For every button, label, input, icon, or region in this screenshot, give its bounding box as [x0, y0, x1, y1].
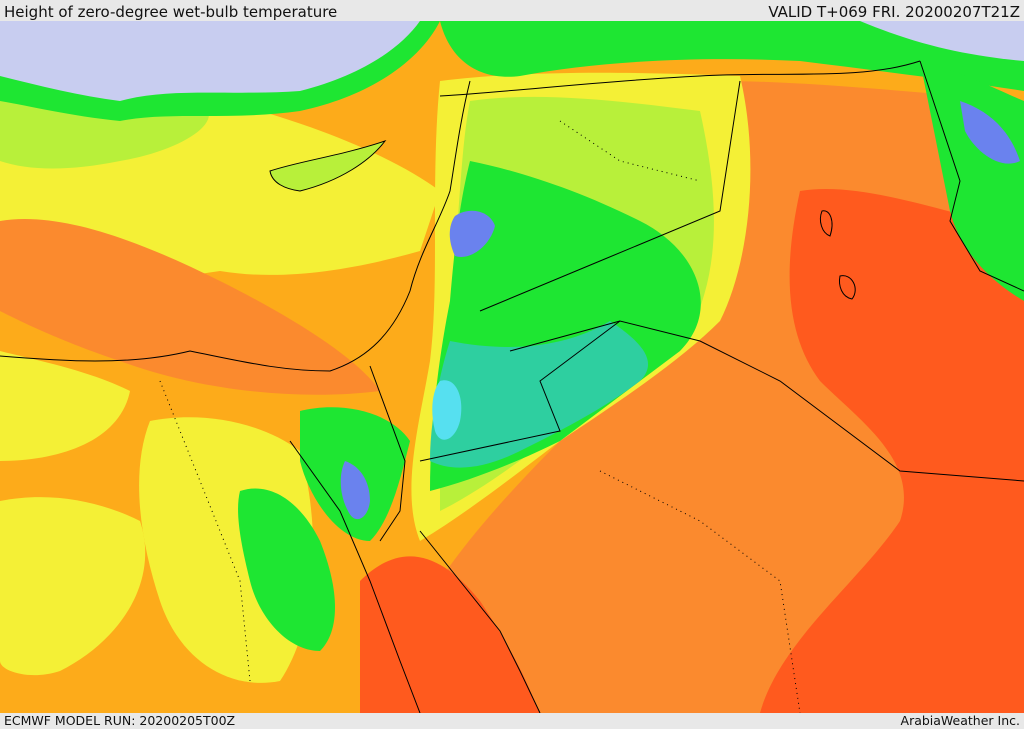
gulf-island-2 — [839, 275, 856, 300]
field-north-edge — [0, 21, 440, 121]
weather-map[interactable] — [0, 21, 1024, 713]
field-east-red — [760, 189, 1024, 713]
border-dotted-1 — [159, 380, 251, 682]
field-sw-yellow-2 — [0, 497, 146, 676]
model-run: ECMWF MODEL RUN: 20200205T00Z — [4, 713, 236, 728]
field-turkey-lavender — [860, 21, 1024, 61]
border-sinai — [369, 365, 406, 542]
field-iran-blue — [960, 101, 1020, 164]
field-lebanon-blue — [449, 210, 495, 257]
field-jordan-lightblue — [432, 380, 462, 440]
border-jordan-iraq — [509, 320, 621, 352]
border-turkey — [439, 60, 921, 97]
field-turkey-green — [440, 21, 1024, 91]
field-west-orange — [0, 219, 380, 395]
valid-time: VALID T+069 FRI. 20200207T21Z — [768, 3, 1020, 21]
border-redsea-east — [419, 530, 541, 713]
border-syria-iraq — [479, 80, 741, 312]
border-iran — [919, 60, 1024, 292]
footer-bar: ECMWF MODEL RUN: 20200205T00Z ArabiaWeat… — [0, 713, 1024, 729]
field-north-min — [0, 21, 420, 106]
header-bar: Height of zero-degree wet-bulb temperatu… — [0, 0, 1024, 21]
border-dotted-2 — [599, 470, 801, 713]
field-sw-yellow — [0, 351, 130, 461]
border-redsea-west — [289, 440, 421, 713]
field-sinai-blue — [340, 461, 370, 520]
coastline — [0, 80, 471, 372]
gulf-island-1 — [819, 210, 833, 237]
field-jordan-teal — [430, 321, 649, 468]
map-canvas — [0, 21, 1024, 713]
credit-text: ArabiaWeather Inc. — [900, 713, 1020, 728]
border-jordan-saudi — [419, 320, 1024, 482]
cyprus-outline — [269, 140, 387, 192]
field-egypt-green — [238, 488, 335, 651]
field-iran-green — [920, 61, 1024, 301]
map-title: Height of zero-degree wet-bulb temperatu… — [4, 3, 338, 21]
